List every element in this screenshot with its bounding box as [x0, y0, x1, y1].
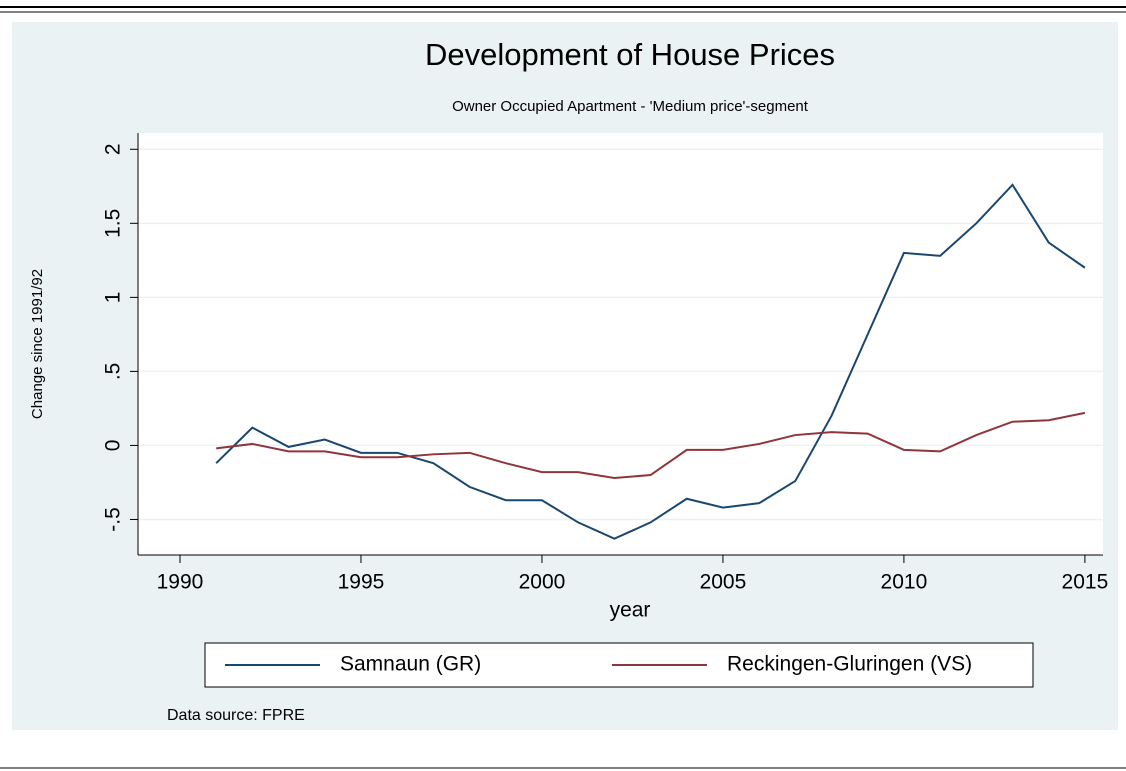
y-tick-label: 2 — [102, 143, 125, 155]
x-tick-label: 1995 — [338, 571, 385, 594]
legend-label: Samnaun (GR) — [340, 653, 481, 676]
chart-title: Development of House Prices — [425, 37, 835, 72]
x-tick-label: 2000 — [519, 571, 566, 594]
y-tick-label: 1.5 — [102, 209, 125, 238]
x-tick-label: 2005 — [700, 571, 747, 594]
y-tick-label: 0 — [102, 440, 125, 452]
data-source-note: Data source: FPRE — [167, 707, 305, 724]
x-tick-label: 2015 — [1062, 571, 1109, 594]
plot-area — [138, 133, 1103, 555]
legend-label: Reckingen-Gluringen (VS) — [727, 653, 972, 676]
x-tick-label: 2010 — [881, 571, 928, 594]
series-line — [216, 411, 1086, 480]
legend-box — [204, 642, 1034, 688]
series-line — [215, 183, 1086, 540]
x-axis-label: year — [610, 599, 651, 622]
chart-subtitle: Owner Occupied Apartment - 'Medium price… — [452, 98, 809, 115]
y-tick-label: -.5 — [102, 507, 125, 532]
y-tick-label: 1 — [102, 292, 125, 304]
y-axis-label: Change since 1991/92 — [29, 269, 46, 419]
y-tick-label: .5 — [102, 363, 125, 381]
x-tick-label: 1990 — [157, 571, 204, 594]
